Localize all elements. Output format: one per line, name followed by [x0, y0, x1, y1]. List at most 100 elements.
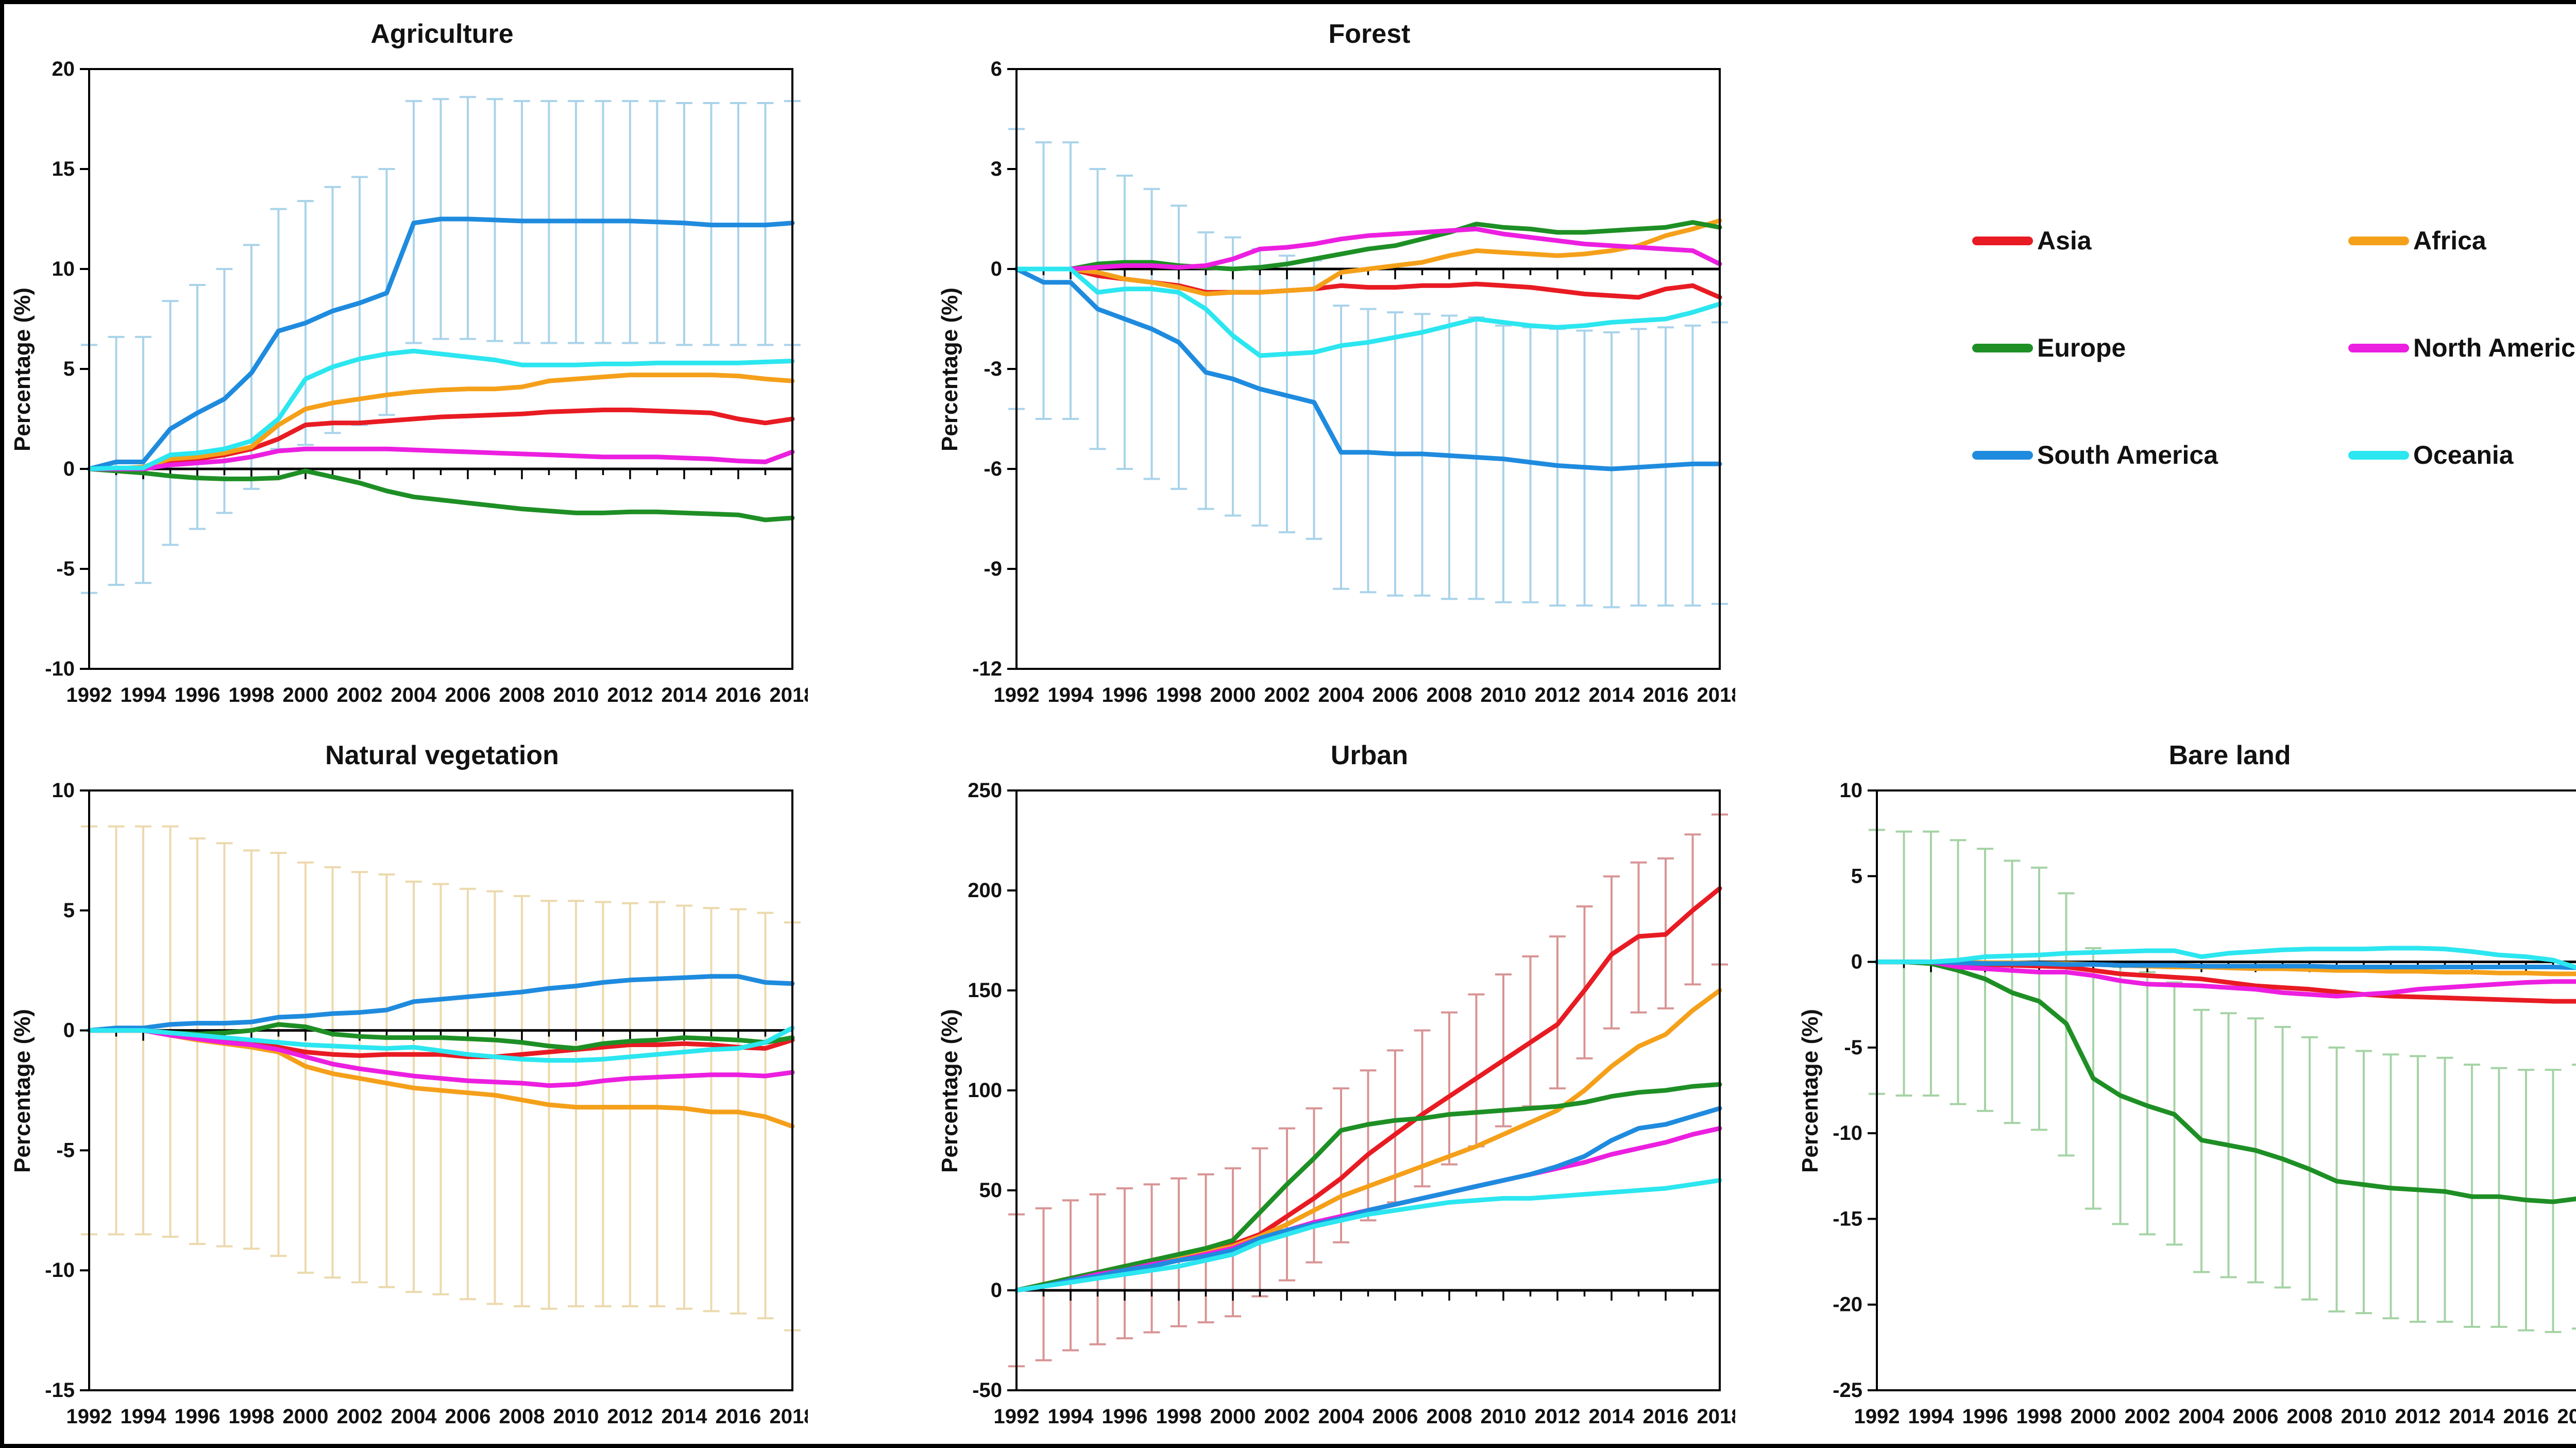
series-line-north-america	[1014, 226, 1722, 272]
urban-chart-body: Percentage (%) 250 200 150 100 50 0 -50 1992 199…	[931, 777, 1735, 1440]
bare-land-plot: 10 5 0 -5 -10 -15 -20 -25 1992 1994 1996 1998 2000 20…	[1833, 779, 2576, 1428]
bare-land-y-axis-label: Percentage (%)	[1798, 1009, 1823, 1173]
x-tick-label: 2008	[1427, 684, 1472, 706]
x-tick-label: 2000	[283, 684, 329, 706]
y-tick-label: 5	[1851, 865, 1862, 887]
y-tick-label: -3	[984, 358, 1002, 380]
europe-line-swatch	[1972, 343, 2033, 352]
y-tick-label: 15	[52, 158, 75, 180]
x-tick-label: 2018	[1697, 684, 1735, 706]
legend-item-oceania: Oceania	[2348, 440, 2576, 470]
legend-label-north-america: North America	[2413, 333, 2576, 362]
y-tick-label: 20	[52, 58, 75, 80]
natural-vegetation-chart-title: Natural vegetation	[325, 740, 559, 770]
x-tick-label: 1994	[121, 684, 167, 706]
x-tick-label: 2008	[499, 684, 545, 706]
plot-border	[1876, 789, 2576, 1391]
y-tick-label: -15	[1833, 1207, 1862, 1230]
x-tick-label: 2010	[553, 684, 599, 706]
y-tick-label: -6	[984, 458, 1002, 480]
legend-item-north-america: North America	[2348, 333, 2576, 363]
x-tick-label: 1996	[1102, 684, 1148, 706]
legend-item-south-america: South America	[1972, 440, 2348, 470]
y-tick-label: 10	[52, 258, 75, 280]
series-line-africa	[1014, 218, 1722, 296]
legend-label-europe: Europe	[2037, 333, 2126, 362]
urban-chart: Urban Percentage (%) 250 200 150 100 50 0 -50 1…	[931, 726, 1792, 1444]
series-line-north-america	[1874, 959, 2576, 999]
x-tick-label: 1994	[1048, 684, 1094, 706]
x-tick-label: 1992	[1854, 1405, 1900, 1428]
x-tick-label: 2016	[716, 1405, 761, 1428]
x-tick-label: 1996	[175, 1405, 221, 1428]
y-tick-label: -20	[1833, 1293, 1862, 1316]
y-tick-label: 3	[991, 158, 1002, 180]
x-tick-label: 2002	[1264, 684, 1310, 706]
urban-y-axis-label: Percentage (%)	[937, 1009, 962, 1173]
series-line-south-america	[87, 216, 795, 472]
x-tick-label: 1998	[1156, 684, 1202, 706]
x-tick-label: 2002	[1264, 1405, 1310, 1428]
x-tick-label: 1998	[229, 1405, 275, 1428]
x-tick-label: 2004	[391, 1405, 437, 1428]
x-tick-label: 2010	[1481, 684, 1527, 706]
legend: Asia Africa Europe North America South A…	[1972, 226, 2576, 470]
y-tick-label: 5	[63, 899, 75, 922]
x-tick-label: 1998	[1156, 1405, 1202, 1428]
x-tick-label: 1994	[1048, 1405, 1094, 1428]
x-tick-label: 2018	[770, 684, 808, 706]
y-tick-label: -5	[1844, 1036, 1862, 1059]
x-tick-label: 2016	[2503, 1405, 2549, 1428]
y-tick-label: -50	[972, 1379, 1002, 1402]
forest-chart: Forest Percentage (%) 6 3 0 -3 -6 -9 -12 1992 19…	[931, 4, 1792, 726]
y-tick-label: 6	[991, 58, 1002, 80]
agriculture-chart: Agriculture Percentage (%) 20 15 10 5 0 -5 -10…	[4, 4, 931, 726]
y-tick-label: 0	[991, 1279, 1002, 1302]
x-tick-label: 2006	[445, 684, 491, 706]
x-tick-label: 2018	[2557, 1405, 2576, 1428]
y-tick-label: 0	[1851, 951, 1862, 973]
legend-label-asia: Asia	[2037, 226, 2092, 255]
series-line-europe	[1874, 959, 2576, 1204]
x-tick-label: 2014	[1589, 684, 1635, 706]
bare-land-chart-body: Percentage (%) 10 5 0 -5 -10 -15 -20 -25 1992 199…	[1792, 777, 2576, 1440]
series-line-europe	[87, 466, 795, 523]
x-tick-label: 1998	[2016, 1405, 2062, 1428]
x-tick-label: 2010	[553, 1405, 599, 1428]
x-tick-label: 1992	[66, 1405, 112, 1428]
agriculture-y-axis-label: Percentage (%)	[10, 288, 35, 451]
y-tick-label: -15	[45, 1379, 75, 1402]
x-tick-label: 2010	[1481, 1405, 1527, 1428]
x-tick-label: 2016	[1643, 684, 1689, 706]
x-tick-label: 2000	[283, 1405, 329, 1428]
y-tick-label: 0	[63, 458, 75, 480]
forest-chart-body: Percentage (%) 6 3 0 -3 -6 -9 -12 1992 1994 1996 1…	[931, 56, 1735, 718]
x-tick-label: 2012	[1535, 1405, 1581, 1428]
x-tick-label: 2002	[2125, 1405, 2171, 1428]
natural-vegetation-chart-body: Percentage (%) 10 5 0 -5 -10 -15 1992 1994 1996 1…	[4, 777, 808, 1440]
x-tick-label: 2014	[662, 1405, 708, 1428]
africa-line-swatch	[2348, 236, 2409, 245]
legend-item-europe: Europe	[1972, 333, 2348, 363]
urban-chart-title: Urban	[1330, 740, 1409, 770]
x-tick-label: 2004	[1318, 1405, 1365, 1428]
x-tick-label: 2000	[1210, 1405, 1256, 1428]
x-tick-label: 2016	[716, 684, 761, 706]
y-tick-label: 100	[968, 1079, 1002, 1102]
series-line-oceania	[87, 1025, 795, 1063]
y-tick-label: 0	[63, 1019, 75, 1042]
agriculture-chart-title: Agriculture	[370, 19, 514, 49]
x-tick-label: 1994	[1908, 1405, 1955, 1428]
x-tick-label: 2000	[1210, 684, 1256, 706]
x-tick-label: 2016	[1643, 1405, 1689, 1428]
x-tick-label: 2000	[2071, 1405, 2116, 1428]
asia-line-swatch	[1972, 236, 2033, 245]
y-tick-label: -9	[984, 558, 1002, 580]
y-tick-label: -10	[45, 1259, 75, 1282]
series-line-south-america	[87, 974, 795, 1033]
agriculture-chart-body: Percentage (%) 20 15 10 5 0 -5 -10 1992 1994 1996…	[4, 56, 808, 718]
y-tick-label: 10	[1840, 779, 1863, 802]
y-tick-label: 150	[968, 979, 1002, 1002]
legend-label-south-america: South America	[2037, 441, 2218, 469]
x-tick-label: 1992	[994, 1405, 1040, 1428]
